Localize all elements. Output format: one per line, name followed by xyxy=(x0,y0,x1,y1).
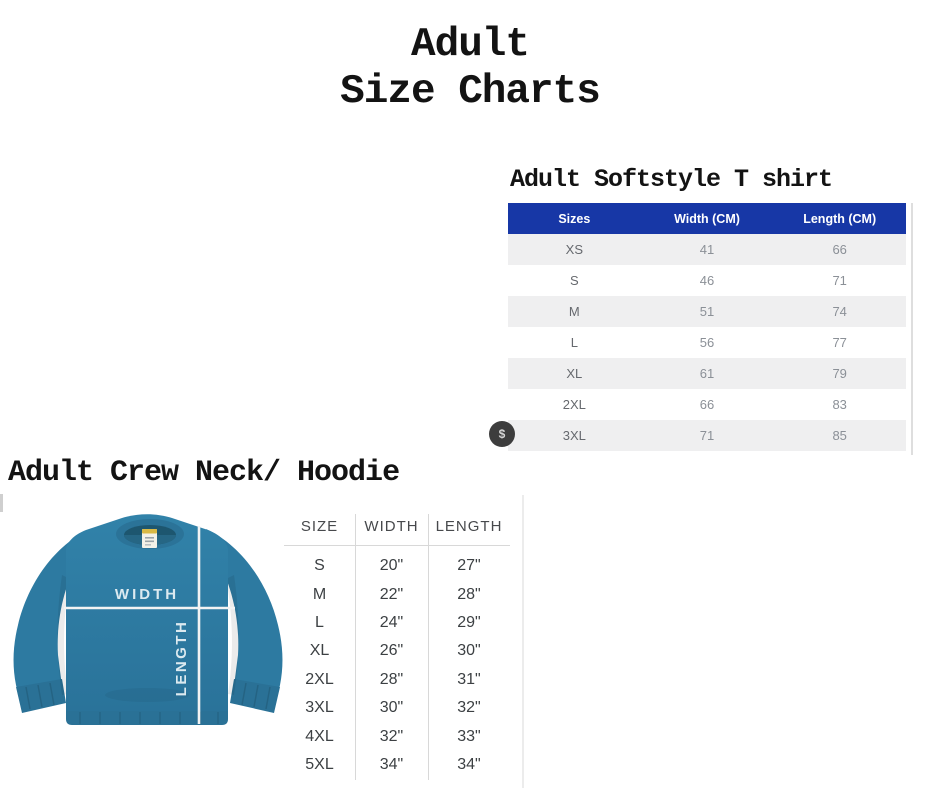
hoodie-col-length: LENGTH xyxy=(435,518,503,535)
table-row: XL 26" 30" xyxy=(284,637,510,665)
table-row: M 51 74 xyxy=(508,296,906,327)
size-cell: XL xyxy=(309,642,330,660)
width-cell: 26" xyxy=(379,642,404,660)
shirt-body xyxy=(66,514,228,711)
width-cell: 34" xyxy=(379,755,404,773)
size-cell: S xyxy=(314,557,325,575)
tshirt-table-header: Sizes Width (CM) Length (CM) xyxy=(508,203,906,234)
length-cell: 83 xyxy=(832,397,847,412)
table-row: M 22" 28" xyxy=(284,580,510,608)
length-cell: 74 xyxy=(832,304,847,319)
column-divider xyxy=(428,514,429,780)
tshirt-col-sizes: Sizes xyxy=(558,211,591,226)
width-cell: 51 xyxy=(699,304,715,319)
size-cell: XL xyxy=(566,366,583,381)
length-cell: 34" xyxy=(457,755,481,773)
table-row: S 20" 27" xyxy=(284,552,510,580)
size-cell: XS xyxy=(565,242,583,257)
hem-band xyxy=(66,711,228,725)
width-cell: 22" xyxy=(379,585,404,603)
hoodie-col-size: SIZE xyxy=(300,518,339,535)
tshirt-size-table: Sizes Width (CM) Length (CM) XS 41 66 S … xyxy=(508,203,906,451)
size-cell: M xyxy=(312,585,327,603)
chat-widget-badge[interactable]: $ xyxy=(489,421,515,447)
length-cell: 77 xyxy=(832,335,847,350)
dollar-icon: $ xyxy=(498,427,506,441)
page-title-line1: Adult xyxy=(410,22,530,68)
length-cell: 30" xyxy=(457,642,481,660)
table-row: 5XL 34" 34" xyxy=(284,751,510,779)
size-cell: 5XL xyxy=(305,755,334,773)
image-edge-line xyxy=(522,495,524,788)
length-cell: 31" xyxy=(457,670,481,688)
sweatshirt-illustration: WIDTH LENGTH xyxy=(13,514,283,725)
page-title-line2: Size Charts xyxy=(340,69,601,115)
hoodie-size-table: S 20" 27" M 22" 28" L 24" 29" XL 26" 30"… xyxy=(284,552,510,779)
hoodie-table-header: SIZE WIDTH LENGTH xyxy=(284,518,510,535)
length-cell: 71 xyxy=(832,273,847,288)
column-divider xyxy=(355,514,356,780)
size-cell: 4XL xyxy=(305,727,334,745)
width-cell: 71 xyxy=(699,428,715,443)
page-title: Adult Size Charts xyxy=(0,22,940,116)
length-label: LENGTH xyxy=(173,620,190,697)
screenshot-edge-line xyxy=(911,203,913,455)
size-cell: S xyxy=(570,273,579,288)
header-underline xyxy=(284,545,510,546)
length-cell: 85 xyxy=(832,428,847,443)
table-row: S 46 71 xyxy=(508,265,906,296)
width-cell: 20" xyxy=(379,557,404,575)
size-cell: L xyxy=(315,613,324,631)
width-cell: 32" xyxy=(379,727,404,745)
width-cell: 66 xyxy=(699,397,715,412)
image-edge-artifact xyxy=(0,494,3,512)
width-cell: 24" xyxy=(379,613,404,631)
table-row: 3XL 71 85 xyxy=(508,420,906,451)
width-cell: 46 xyxy=(699,273,715,288)
table-row: 2XL 66 83 xyxy=(508,389,906,420)
table-row: L 24" 29" xyxy=(284,609,510,637)
table-row: 4XL 32" 33" xyxy=(284,722,510,750)
length-cell: 33" xyxy=(457,727,481,745)
hoodie-chart-title: Adult Crew Neck/ Hoodie xyxy=(8,456,400,490)
table-row: XL 61 79 xyxy=(508,358,906,389)
width-cell: 28" xyxy=(379,670,404,688)
length-cell: 28" xyxy=(457,585,481,603)
width-label: WIDTH xyxy=(115,586,179,603)
tshirt-col-width: Width (CM) xyxy=(674,211,740,226)
size-cell: 2XL xyxy=(562,397,586,412)
table-row: 3XL 30" 32" xyxy=(284,694,510,722)
length-cell: 66 xyxy=(832,242,847,257)
width-cell: 41 xyxy=(699,242,715,257)
size-cell: 3XL xyxy=(305,699,334,717)
length-cell: 32" xyxy=(457,699,481,717)
neck-tag xyxy=(142,529,157,548)
length-cell: 79 xyxy=(832,366,847,381)
length-cell: 27" xyxy=(457,557,481,575)
size-cell: L xyxy=(570,335,578,350)
table-row: L 56 77 xyxy=(508,327,906,358)
size-cell: M xyxy=(568,304,580,319)
table-row: XS 41 66 xyxy=(508,234,906,265)
length-cell: 29" xyxy=(457,613,481,631)
size-cell: 3XL xyxy=(562,428,586,443)
width-cell: 56 xyxy=(699,335,715,350)
tshirt-col-length: Length (CM) xyxy=(803,211,877,226)
table-row: 2XL 28" 31" xyxy=(284,666,510,694)
width-cell: 61 xyxy=(699,366,715,381)
size-cell: 2XL xyxy=(305,670,334,688)
hoodie-col-width: WIDTH xyxy=(364,518,419,535)
width-cell: 30" xyxy=(379,699,404,717)
tshirt-chart-title: Adult Softstyle T shirt xyxy=(510,165,833,194)
